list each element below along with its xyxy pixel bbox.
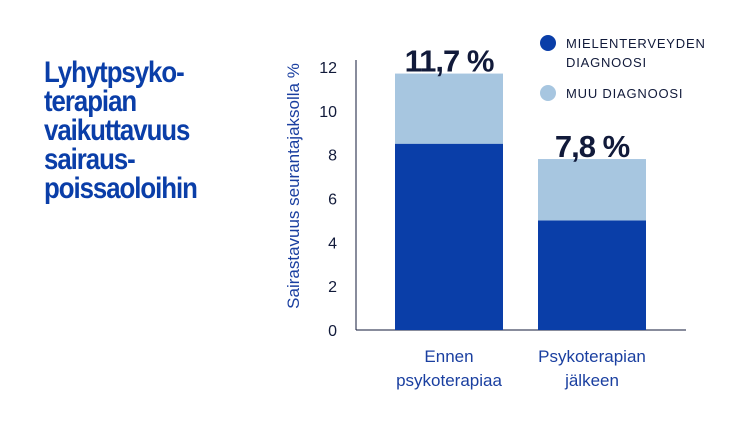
y-tick-label: 2	[328, 279, 337, 296]
y-tick-label: 10	[319, 104, 337, 121]
y-tick-label: 8	[328, 148, 337, 165]
bar-segment-mental-health	[395, 143, 503, 330]
y-axis-label: Sairastavuus seurantajaksolla %	[284, 63, 303, 309]
legend-swatch-mental-health	[540, 35, 556, 51]
x-tick-label: Psykoterapian	[538, 347, 646, 366]
x-tick-label: jälkeen	[564, 371, 619, 390]
y-tick-label: 4	[328, 235, 337, 252]
chart-title: Lyhytpsyko- terapian vaikuttavuus sairau…	[44, 56, 198, 205]
bar-segment-other	[538, 159, 646, 221]
y-tick-label: 6	[328, 192, 337, 209]
x-tick-label: Ennen	[424, 347, 473, 366]
legend-swatch-other	[540, 85, 556, 101]
legend-label: MIELENTERVEYDEN	[566, 36, 706, 51]
x-tick-label: psykoterapiaa	[396, 371, 502, 390]
data-label-total: 11,7 %	[405, 44, 494, 79]
y-tick-label: 12	[319, 60, 337, 77]
bar-segment-other	[395, 73, 503, 144]
legend-label: DIAGNOOSI	[566, 55, 647, 70]
data-label-total: 7,8 %	[555, 129, 630, 164]
bar-segment-mental-health	[538, 220, 646, 330]
legend-label: MUU DIAGNOOSI	[566, 86, 683, 101]
y-tick-label: 0	[328, 323, 337, 340]
